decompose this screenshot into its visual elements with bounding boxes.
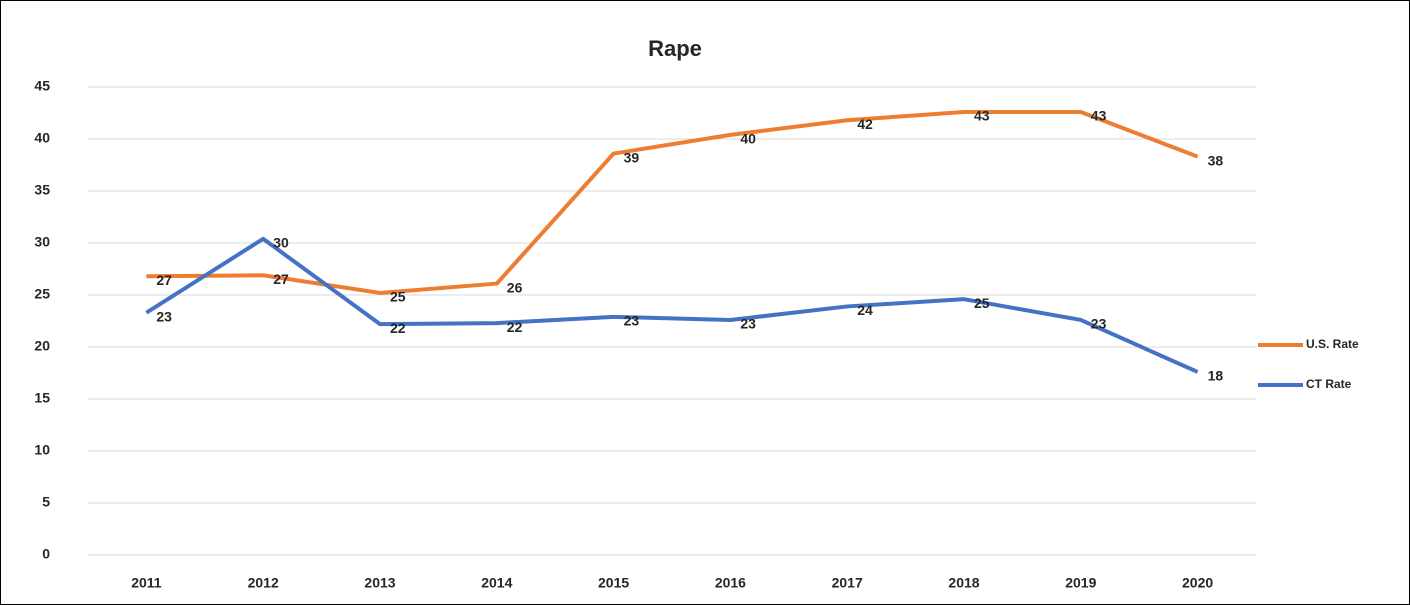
y-tick-label: 30	[34, 234, 50, 250]
data-label: 23	[1091, 316, 1107, 332]
x-tick-label: 2013	[364, 575, 395, 591]
y-tick-label: 40	[34, 130, 50, 146]
x-tick-label: 2017	[832, 575, 863, 591]
data-label: 43	[974, 108, 990, 124]
data-label: 43	[1091, 108, 1107, 124]
data-label: 27	[156, 272, 172, 288]
data-label: 40	[740, 131, 756, 147]
data-label: 23	[156, 308, 172, 324]
data-label: 22	[390, 320, 406, 336]
y-tick-label: 15	[34, 390, 50, 406]
x-tick-label: 2019	[1065, 575, 1096, 591]
x-tick-label: 2012	[248, 575, 279, 591]
y-tick-label: 35	[34, 182, 50, 198]
data-label: 22	[507, 319, 523, 335]
data-label: 25	[390, 289, 406, 305]
line-series	[145, 236, 1199, 374]
legend-label: U.S. Rate	[1306, 337, 1359, 351]
x-tick-label: 2018	[948, 575, 979, 591]
data-label: 30	[273, 235, 289, 251]
legend-label: CT Rate	[1306, 377, 1352, 391]
data-label: 25	[974, 295, 990, 311]
data-label: 26	[507, 279, 523, 295]
line-series	[146, 109, 1199, 295]
chart-title: Rape	[648, 36, 702, 61]
data-label: 18	[1208, 368, 1224, 384]
y-tick-label: 20	[34, 338, 50, 354]
data-label: 42	[857, 116, 873, 132]
data-label: 23	[624, 313, 640, 329]
x-tick-label: 2014	[481, 575, 512, 591]
data-label: 27	[273, 271, 289, 287]
x-tick-label: 2015	[598, 575, 629, 591]
y-tick-label: 10	[34, 442, 50, 458]
data-label: 23	[740, 316, 756, 332]
y-tick-label: 0	[42, 546, 50, 562]
data-label: 24	[857, 302, 873, 318]
y-tick-label: 25	[34, 286, 50, 302]
x-tick-label: 2020	[1182, 575, 1213, 591]
data-label: 38	[1208, 152, 1224, 168]
y-tick-label: 5	[42, 494, 50, 510]
y-tick-label: 45	[34, 78, 50, 94]
data-label: 39	[624, 149, 640, 165]
x-tick-label: 2016	[715, 575, 746, 591]
x-tick-label: 2011	[131, 575, 162, 591]
